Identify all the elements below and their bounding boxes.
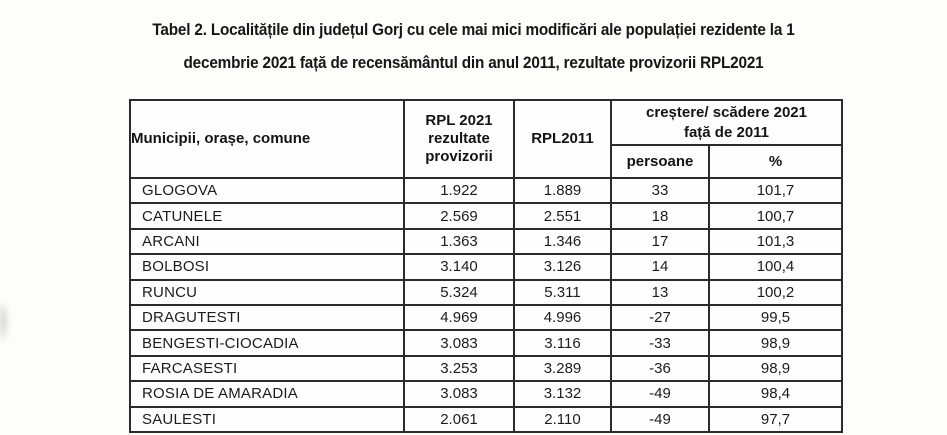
header-row-main: Municipii, orașe, comune RPL 2021 rezult… <box>129 99 843 179</box>
percent-cell: 97,7 <box>708 405 843 433</box>
percent-cell: 101,7 <box>708 176 843 205</box>
rpl2011-cell: 1.889 <box>513 176 612 205</box>
percent-cell: 98,9 <box>708 329 843 357</box>
persons-cell: 33 <box>610 176 710 205</box>
persons-cell: 14 <box>610 253 710 281</box>
percent-cell: 100,2 <box>708 278 843 306</box>
persons-cell: 17 <box>610 227 710 256</box>
rpl2021-cell: 1.922 <box>403 176 515 205</box>
rpl2011-cell: 1.346 <box>513 227 612 256</box>
rpl2011-cell: 3.126 <box>513 253 612 281</box>
rpl2011-cell: 3.289 <box>513 354 612 383</box>
rpl2021-cell: 2.061 <box>403 405 515 433</box>
rpl2021-cell: 3.253 <box>403 354 515 383</box>
percent-cell: 100,7 <box>708 202 843 230</box>
rpl2011-cell: 5.311 <box>513 278 612 306</box>
rpl2021-cell: 2.569 <box>403 202 515 230</box>
locality-cell: DRAGUTESTI <box>129 303 405 332</box>
table-row: DRAGUTESTI 4.969 4.996 -27 99,5 <box>129 303 843 332</box>
page-title-line1: Tabel 2. Localitățile din județul Gorj c… <box>152 20 795 39</box>
table-row: BOLBOSI 3.140 3.126 14 100,4 <box>129 253 843 281</box>
table-row: ARCANI 1.363 1.346 17 101,3 <box>129 227 843 256</box>
header-change-line1: creștere/ scădere 2021 <box>646 103 807 121</box>
locality-cell: RUNCU <box>129 278 405 306</box>
rpl2021-cell: 1.363 <box>403 227 515 256</box>
persons-cell: -33 <box>610 329 710 357</box>
rpl2011-cell: 3.116 <box>513 329 612 357</box>
persons-cell: 18 <box>610 202 710 230</box>
locality-cell: SAULESTI <box>129 405 405 433</box>
rpl2021-cell: 3.083 <box>403 329 515 357</box>
header-locality: Municipii, orașe, comune <box>129 99 405 179</box>
rpl2011-cell: 2.110 <box>513 405 612 433</box>
locality-cell: GLOGOVA <box>129 176 405 205</box>
header-change-line2: față de 2011 <box>683 123 770 141</box>
locality-cell: FARCASESTI <box>129 354 405 383</box>
rpl2021-cell: 4.969 <box>403 303 515 332</box>
persons-cell: -49 <box>610 380 710 408</box>
table-row: CATUNELE 2.569 2.551 18 100,7 <box>129 202 843 230</box>
page-title-line2: decembrie 2021 față de recensământul din… <box>183 53 764 72</box>
rpl2011-cell: 3.132 <box>513 380 612 408</box>
locality-cell: CATUNELE <box>129 202 405 230</box>
locality-cell: BOLBOSI <box>129 253 405 281</box>
table-row: SAULESTI 2.061 2.110 -49 97,7 <box>129 405 843 433</box>
table-row: BENGESTI-CIOCADIA 3.083 3.116 -33 98,9 <box>129 329 843 357</box>
percent-cell: 100,4 <box>708 253 843 281</box>
rpl2021-cell: 3.140 <box>403 253 515 281</box>
persons-cell: 13 <box>610 278 710 306</box>
page-title: Tabel 2. Localitățile din județul Gorj c… <box>0 13 947 79</box>
table-row: FARCASESTI 3.253 3.289 -36 98,9 <box>129 354 843 383</box>
population-change-table: Municipii, orașe, comune RPL 2021 rezult… <box>129 99 843 433</box>
rpl2021-cell: 5.324 <box>403 278 515 306</box>
header-rpl2011: RPL2011 <box>513 99 612 179</box>
percent-cell: 98,4 <box>708 380 843 408</box>
percent-cell: 99,5 <box>708 303 843 332</box>
header-change-group: creștere/ scădere 2021 față de 2011 <box>610 99 843 146</box>
header-rpl2021: RPL 2021 rezultate provizorii <box>403 99 515 179</box>
persons-cell: -27 <box>610 303 710 332</box>
rpl2011-cell: 4.996 <box>513 303 612 332</box>
locality-cell: ROSIA DE AMARADIA <box>129 380 405 408</box>
persons-cell: -49 <box>610 405 710 433</box>
table-row: ROSIA DE AMARADIA 3.083 3.132 -49 98,4 <box>129 380 843 408</box>
percent-cell: 98,9 <box>708 354 843 383</box>
locality-cell: BENGESTI-CIOCADIA <box>129 329 405 357</box>
locality-cell: ARCANI <box>129 227 405 256</box>
scan-artifact <box>0 298 11 344</box>
rpl2011-cell: 2.551 <box>513 202 612 230</box>
table-row: GLOGOVA 1.922 1.889 33 101,7 <box>129 176 843 205</box>
table-row: RUNCU 5.324 5.311 13 100,2 <box>129 278 843 306</box>
header-row-sub: persoane % <box>130 144 843 179</box>
header-percent: % <box>708 144 843 179</box>
rpl2021-cell: 3.083 <box>403 380 515 408</box>
percent-cell: 101,3 <box>708 227 843 256</box>
persons-cell: -36 <box>610 354 710 383</box>
header-persons: persoane <box>610 144 710 179</box>
